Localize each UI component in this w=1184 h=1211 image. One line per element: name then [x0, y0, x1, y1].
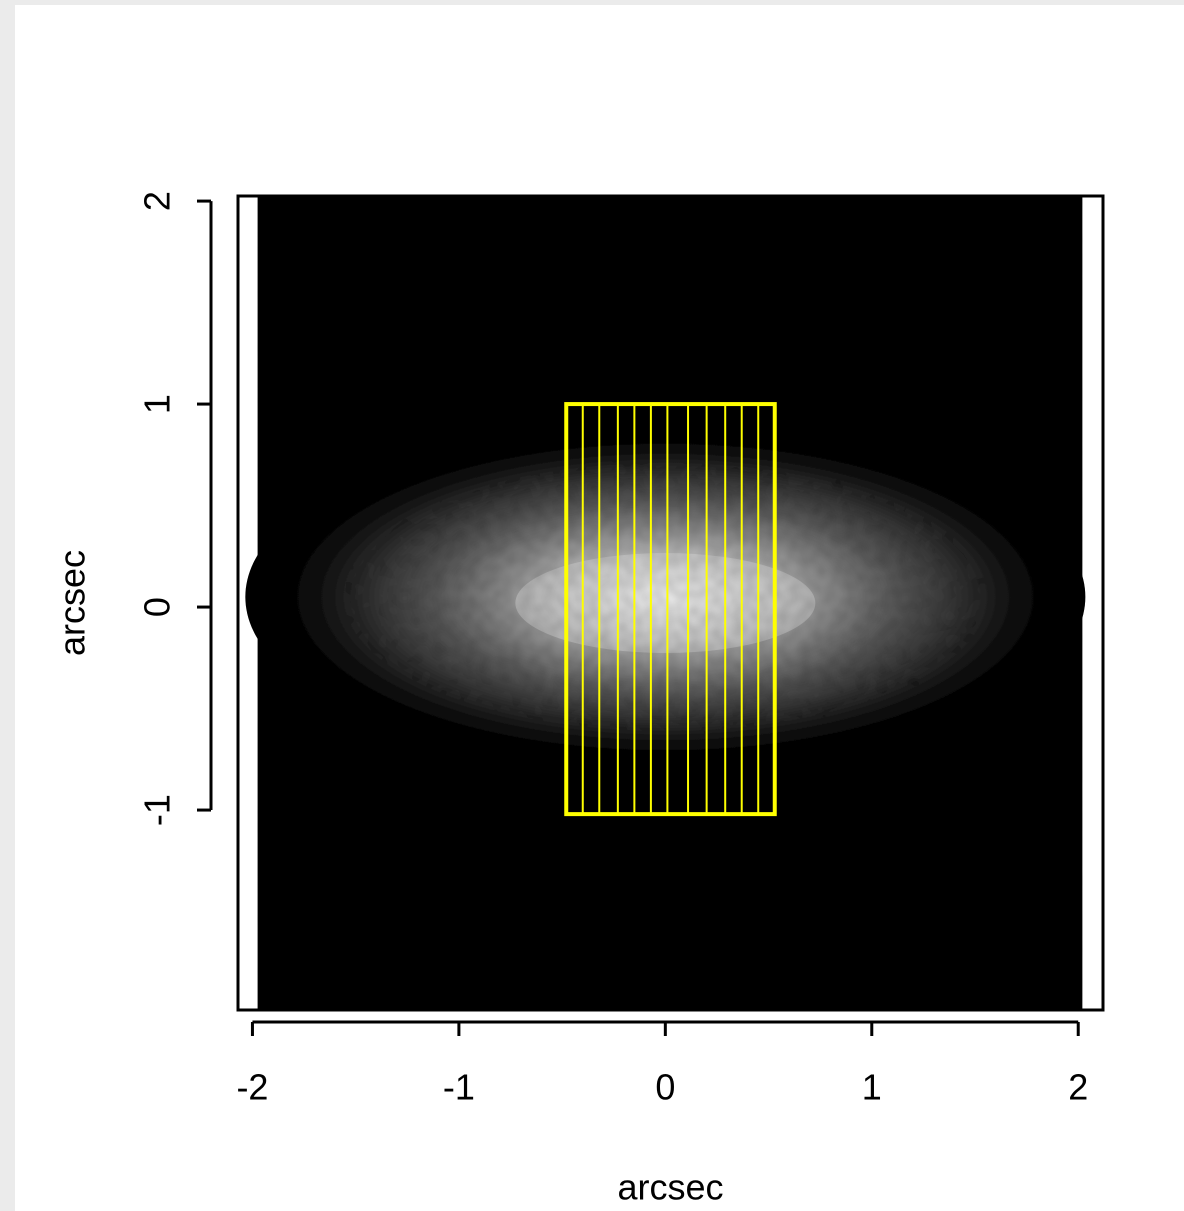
galaxy-core	[515, 553, 816, 653]
y-tick-label: -1	[137, 794, 178, 826]
slit-box	[564, 402, 777, 817]
x-axis-label: arcsec	[617, 1167, 723, 1208]
x-tick-label: 1	[862, 1067, 882, 1108]
x-tick-label: 2	[1068, 1067, 1088, 1108]
y-tick-label: 2	[137, 191, 178, 211]
x-tick-label: -2	[236, 1067, 268, 1108]
y-tick-label: 0	[137, 597, 178, 617]
image-layer	[245, 196, 1086, 1010]
x-tick-label: 0	[655, 1067, 675, 1108]
x-tick-label: -1	[443, 1067, 475, 1108]
plot-frame	[236, 194, 1105, 1012]
y-axis-label: arcsec	[52, 550, 93, 656]
y-tick-label: 1	[137, 394, 178, 414]
